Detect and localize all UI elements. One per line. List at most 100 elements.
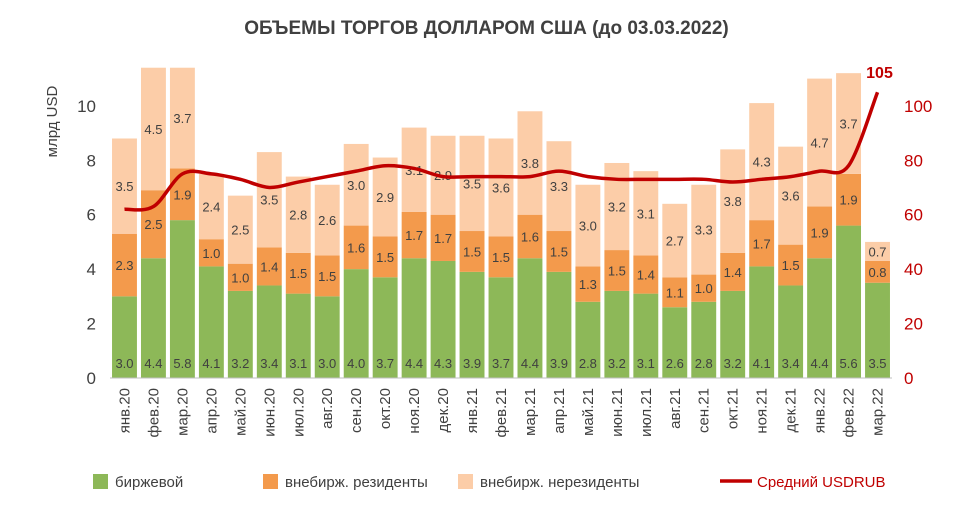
- data-label: 3.5: [868, 356, 886, 371]
- bar-segment: [517, 214, 543, 259]
- legend-label: внебирж. резиденты: [285, 474, 428, 491]
- bar-segment: [662, 307, 688, 378]
- data-label: 0.7: [868, 244, 886, 259]
- bar-segment: [285, 176, 311, 253]
- bar-segment: [778, 285, 804, 378]
- bar-segment: [488, 138, 514, 237]
- data-label: 4.3: [753, 155, 771, 170]
- legend-label: биржевой: [115, 474, 183, 491]
- data-label: 4.4: [405, 356, 423, 371]
- bar-segment: [488, 236, 514, 278]
- bar-segment: [749, 220, 775, 267]
- data-label: 3.7: [840, 117, 858, 132]
- data-label: 2.8: [289, 208, 307, 223]
- bar-segment: [778, 146, 804, 245]
- bar-segment: [459, 271, 485, 378]
- legend-label: внебирж. нерезиденты: [480, 474, 639, 491]
- data-label: 1.4: [637, 268, 655, 283]
- data-label: 3.0: [318, 356, 336, 371]
- bar-segment: [836, 73, 862, 174]
- bar-segment: [198, 173, 224, 240]
- x-tick-label: июн.20: [261, 388, 278, 437]
- bar-segment: [691, 274, 717, 302]
- data-label: 0.8: [868, 265, 886, 280]
- data-label: 4.3: [434, 356, 452, 371]
- data-label: 1.4: [724, 265, 742, 280]
- bar-segment: [401, 258, 427, 378]
- bar-segment: [112, 233, 137, 297]
- data-label: 2.6: [318, 213, 336, 228]
- bar-segment: [546, 231, 572, 272]
- data-label: 3.4: [782, 356, 800, 371]
- bar-segment: [256, 247, 282, 286]
- bar-segment: [662, 203, 688, 278]
- data-label: 1.7: [405, 228, 423, 243]
- bar-segment: [604, 250, 630, 291]
- data-label: 4.4: [521, 356, 539, 371]
- bar-segment: [836, 225, 862, 378]
- bar-segment: [459, 135, 485, 232]
- bar-segment: [807, 78, 833, 207]
- y-tick-label: 2: [87, 315, 96, 334]
- bar-segment: [691, 184, 717, 275]
- data-label: 3.2: [231, 356, 249, 371]
- data-label: 2.4: [202, 200, 220, 215]
- x-tick-label: окт.20: [377, 388, 394, 429]
- data-label: 1.5: [550, 244, 568, 259]
- data-label: 3.0: [579, 219, 597, 234]
- x-tick-label: июл.21: [638, 388, 655, 437]
- data-label: 1.3: [579, 277, 597, 292]
- bar-segment: [633, 171, 659, 256]
- data-label: 4.7: [811, 136, 829, 151]
- bar-segment: [401, 211, 427, 259]
- bar-segment: [140, 190, 166, 259]
- data-label: 3.7: [492, 356, 510, 371]
- data-label: 3.7: [376, 356, 394, 371]
- data-label: 2.3: [115, 258, 133, 273]
- x-tick-label: фев.22: [841, 388, 858, 438]
- chart-title: ОБЪЕМЫ ТОРГОВ ДОЛЛАРОМ США (до 03.03.202…: [244, 18, 729, 39]
- data-label: 3.1: [637, 356, 655, 371]
- bar-segment: [865, 260, 890, 283]
- bar-segment: [720, 252, 746, 291]
- x-tick-label: авг.21: [667, 388, 684, 429]
- data-label: 3.3: [550, 179, 568, 194]
- data-label: 3.5: [260, 193, 278, 208]
- bar-segment: [314, 184, 340, 256]
- bar-segment: [227, 290, 253, 378]
- bar-segment: [314, 255, 340, 297]
- x-tick-label: ноя.20: [406, 388, 423, 434]
- bar-segment: [343, 269, 369, 378]
- bar-segment: [112, 138, 137, 234]
- bar-segment: [198, 266, 224, 378]
- legend-swatch: [263, 474, 278, 489]
- bar-segment: [198, 239, 224, 267]
- x-tick-label: янв.21: [464, 388, 481, 433]
- bar-segment: [140, 258, 166, 378]
- data-label: 4.4: [811, 356, 829, 371]
- y-tick-label: 10: [77, 97, 96, 116]
- data-label: 3.1: [289, 356, 307, 371]
- data-label: 3.7: [173, 111, 191, 126]
- data-label: 2.7: [666, 234, 684, 249]
- bar-segment: [807, 206, 833, 259]
- bar-segment: [227, 195, 253, 264]
- x-tick-label: мар.21: [522, 388, 539, 436]
- y2-tick-label: 0: [904, 369, 913, 388]
- bar-segment: [285, 293, 311, 378]
- y-tick-label: 6: [87, 206, 96, 225]
- data-label: 3.2: [608, 200, 626, 215]
- bar-segment: [604, 290, 630, 378]
- bar-segment: [430, 214, 456, 261]
- line-annotation: 105: [866, 65, 893, 82]
- x-tick-label: окт.21: [725, 388, 742, 429]
- y-tick-label: 0: [87, 369, 96, 388]
- bar-segment: [285, 252, 311, 294]
- x-tick-label: мар.22: [870, 388, 887, 436]
- data-label: 3.8: [521, 156, 539, 171]
- data-label: 5.8: [173, 356, 191, 371]
- data-label: 4.4: [144, 356, 162, 371]
- data-label: 1.5: [376, 250, 394, 265]
- bar-segment: [256, 152, 282, 248]
